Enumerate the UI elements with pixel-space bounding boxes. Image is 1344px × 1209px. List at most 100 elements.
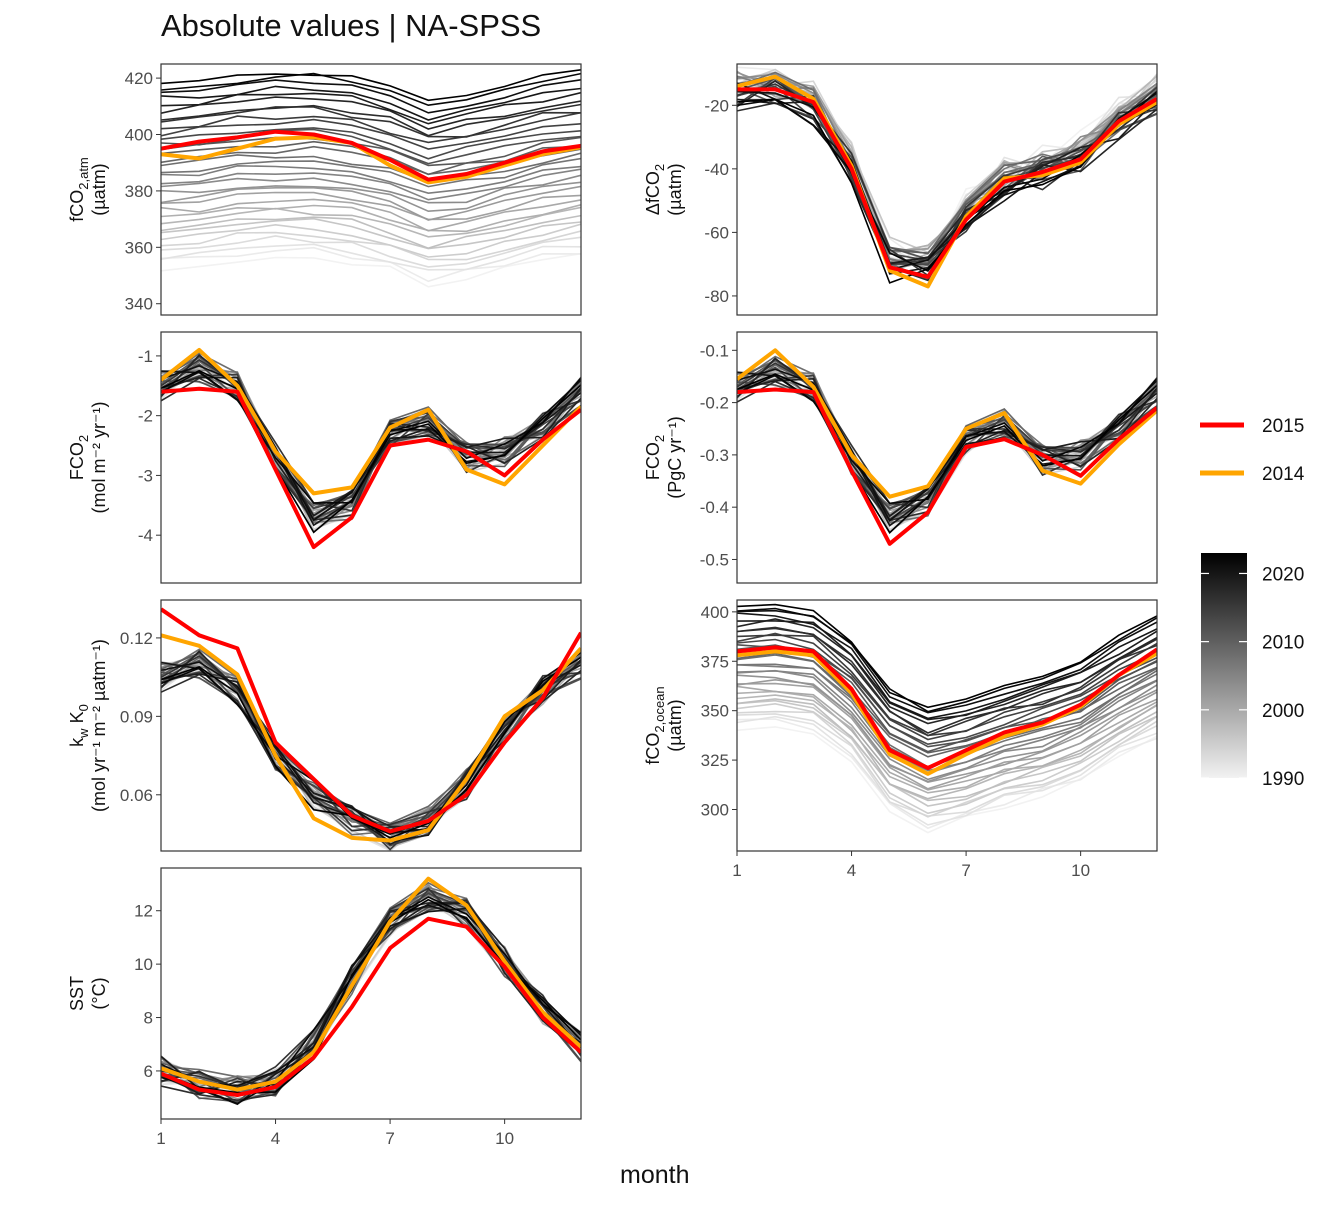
x-tick-label: 4 [271,1129,280,1148]
year-line [161,103,581,137]
series-2015-line [161,129,581,182]
year-line [161,369,581,534]
series-2015-line [161,916,581,1097]
x-tick-label: 1 [732,861,741,880]
year-lines [161,69,581,288]
y-tick-label: -1 [138,347,153,366]
year-line [161,246,581,283]
y-tick-label: 325 [701,751,729,770]
year-line [737,603,1157,709]
y-axis-label: fCO2,atm [67,157,91,222]
series-2015-line [161,607,581,834]
year-line [161,69,581,102]
panel-border [736,599,1158,852]
legend-label-2014: 2014 [1262,464,1305,485]
year-lines [737,66,1157,289]
panel-fco2ocean: 300 325 350 375 400 1 4 7 10 fCO2,ocean(µatm) [643,599,1158,880]
series-2014-line [161,347,581,496]
colorbar-label: 2000 [1262,701,1304,722]
y-tick-label: 400 [125,126,153,145]
y-axis-label: fCO2,ocean [643,686,667,764]
year-lines [737,603,1157,834]
y-tick-label: -0.5 [700,550,729,569]
y-tick-label: -0.1 [700,341,729,360]
y-axis-label: FCO2 [67,435,91,480]
year-line [161,243,581,271]
year-line [161,181,581,213]
panel-kwk0: 0.06 0.09 0.12 kw K0(mol yr⁻¹ m⁻² µatm⁻¹) [67,599,582,852]
panel-dfco2: -80 -60 -40 -20 ΔfCO2(µatm) [643,63,1158,316]
y-tick-label: 300 [701,800,729,819]
series-2014-line [161,135,581,185]
panel-fco2pgc: -0.5 -0.4 -0.3 -0.2 -0.1 FCO2(PgC yr⁻¹) [643,331,1158,584]
panel-border [160,331,582,584]
year-line [737,638,1157,746]
y-tick-label: 380 [125,182,153,201]
y-tick-label: 360 [125,238,153,257]
y-tick-label: -40 [704,160,729,179]
year-line [737,682,1157,790]
panel-border [160,599,582,852]
year-line [737,79,1157,265]
year-line [161,136,581,167]
year-line [161,649,581,851]
y-axis-unit: (µatm) [665,163,685,215]
year-line [161,111,581,144]
year-line [737,634,1157,737]
x-tick-label: 10 [495,1129,514,1148]
year-line [161,223,581,258]
series-2014-line [161,876,581,1092]
year-line [737,690,1157,794]
year-lines [161,607,581,851]
legend-label-2015: 2015 [1262,416,1304,437]
year-line [161,198,581,232]
y-tick-label: 350 [701,702,729,721]
year-line [161,217,581,250]
year-line [737,620,1157,721]
y-axis-unit: (µatm) [89,163,109,215]
year-line [737,670,1157,774]
x-tick-label: 1 [156,1129,165,1148]
year-line [161,157,581,188]
y-axis-unit: (mol yr⁻¹ m⁻² µatm⁻¹) [89,639,109,812]
year-line [737,607,1157,713]
year-lines [737,348,1157,546]
year-line [161,185,581,221]
y-axis-unit: (°C) [89,977,109,1009]
year-line [161,72,581,107]
panel-fco2mol: -4 -3 -2 -1 FCO2(mol m⁻² yr⁻¹) [67,331,582,584]
year-line [161,152,581,183]
year-line [161,91,581,125]
panel-fco2atm: 340 360 380 400 420 fCO2,atm(µatm) [67,63,582,316]
year-lines [161,876,581,1106]
y-tick-label: 400 [701,603,729,622]
y-tick-label: -3 [138,466,153,485]
y-tick-label: 8 [144,1009,153,1028]
y-tick-label: 340 [125,295,153,314]
y-tick-label: -20 [704,96,729,115]
year-line [737,373,1157,534]
series-2014-line [161,633,581,843]
y-tick-label: -0.3 [700,446,729,465]
year-line [161,106,581,138]
legend: 2015 2014 2020 2010 2000 1990 [1200,416,1305,790]
year-line [737,694,1157,800]
year-line [161,164,581,195]
y-axis-unit: (µatm) [665,699,685,751]
series-2015-line [161,386,581,550]
colorbar-label: 2020 [1262,564,1304,585]
series-2015-line [737,645,1157,770]
year-lines [161,347,581,550]
y-axis-unit: (mol m⁻² yr⁻¹) [89,402,109,514]
year-line [737,685,1157,791]
year-line [161,214,581,250]
colorbar [1201,553,1247,778]
y-tick-label: 375 [701,652,729,671]
x-axis-label: month [620,1161,690,1189]
y-tick-label: 420 [125,69,153,88]
year-line [161,191,581,221]
year-line [161,168,581,201]
y-tick-label: 0.06 [120,786,153,805]
year-line [737,612,1157,720]
